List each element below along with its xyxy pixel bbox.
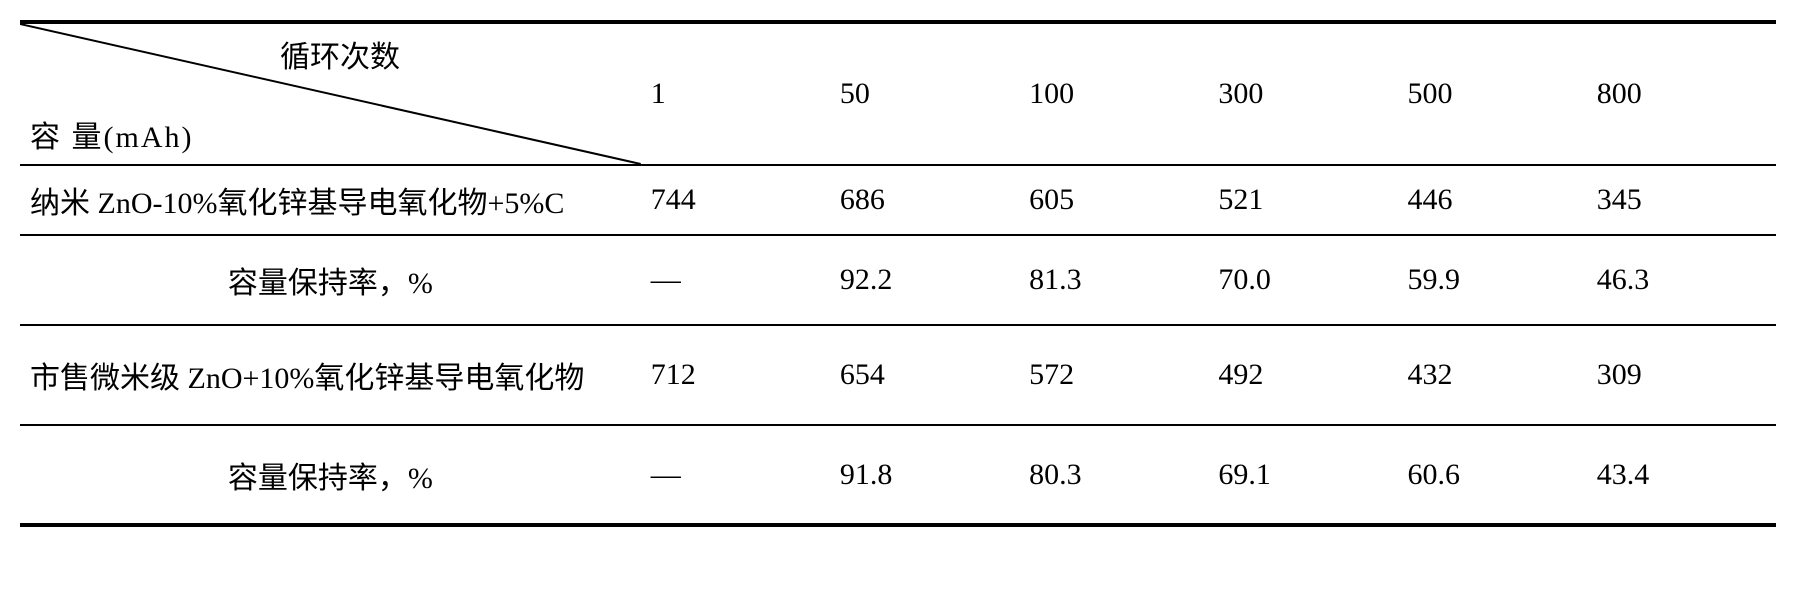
row-value: — xyxy=(641,425,830,525)
row-value: 69.1 xyxy=(1208,425,1397,525)
table-row: 市售微米级 ZnO+10%氧化锌基导电氧化物 712 654 572 492 4… xyxy=(20,325,1776,425)
diagonal-header-cell: 循环次数 容 量(mAh) xyxy=(20,22,641,165)
row-value: 60.6 xyxy=(1398,425,1587,525)
row-value: 92.2 xyxy=(830,235,1019,325)
data-table: 循环次数 容 量(mAh) 1 50 100 300 500 800 纳米 Zn… xyxy=(20,20,1776,527)
row-value: 605 xyxy=(1019,165,1208,235)
row-value: 521 xyxy=(1208,165,1397,235)
row-value: 59.9 xyxy=(1398,235,1587,325)
row-label: 市售微米级 ZnO+10%氧化锌基导电氧化物 xyxy=(20,325,641,425)
header-cycle: 100 xyxy=(1019,22,1208,165)
row-value: 572 xyxy=(1019,325,1208,425)
row-label: 容量保持率，% xyxy=(20,235,641,325)
row-value: 712 xyxy=(641,325,830,425)
table-row: 容量保持率，% — 91.8 80.3 69.1 60.6 43.4 xyxy=(20,425,1776,525)
header-row: 循环次数 容 量(mAh) 1 50 100 300 500 800 xyxy=(20,22,1776,165)
header-cycle: 800 xyxy=(1587,22,1776,165)
header-cycle: 50 xyxy=(830,22,1019,165)
row-value: 744 xyxy=(641,165,830,235)
row-value: 492 xyxy=(1208,325,1397,425)
header-cycle: 300 xyxy=(1208,22,1397,165)
row-value: 43.4 xyxy=(1587,425,1776,525)
row-value: 446 xyxy=(1398,165,1587,235)
table-row: 纳米 ZnO-10%氧化锌基导电氧化物+5%C 744 686 605 521 … xyxy=(20,165,1776,235)
row-value: 80.3 xyxy=(1019,425,1208,525)
row-value: 309 xyxy=(1587,325,1776,425)
table-row: 容量保持率，% — 92.2 81.3 70.0 59.9 46.3 xyxy=(20,235,1776,325)
header-cycle: 1 xyxy=(641,22,830,165)
row-label: 纳米 ZnO-10%氧化锌基导电氧化物+5%C xyxy=(20,165,641,235)
header-bottom-label: 容 量(mAh) xyxy=(30,112,193,156)
table-container: 循环次数 容 量(mAh) 1 50 100 300 500 800 纳米 Zn… xyxy=(20,20,1776,527)
row-value: 654 xyxy=(830,325,1019,425)
row-value: — xyxy=(641,235,830,325)
row-label: 容量保持率，% xyxy=(20,425,641,525)
row-value: 91.8 xyxy=(830,425,1019,525)
header-top-label: 循环次数 xyxy=(280,32,400,76)
row-value: 432 xyxy=(1398,325,1587,425)
row-value: 46.3 xyxy=(1587,235,1776,325)
header-cycle: 500 xyxy=(1398,22,1587,165)
row-value: 70.0 xyxy=(1208,235,1397,325)
row-value: 345 xyxy=(1587,165,1776,235)
row-value: 686 xyxy=(830,165,1019,235)
row-value: 81.3 xyxy=(1019,235,1208,325)
